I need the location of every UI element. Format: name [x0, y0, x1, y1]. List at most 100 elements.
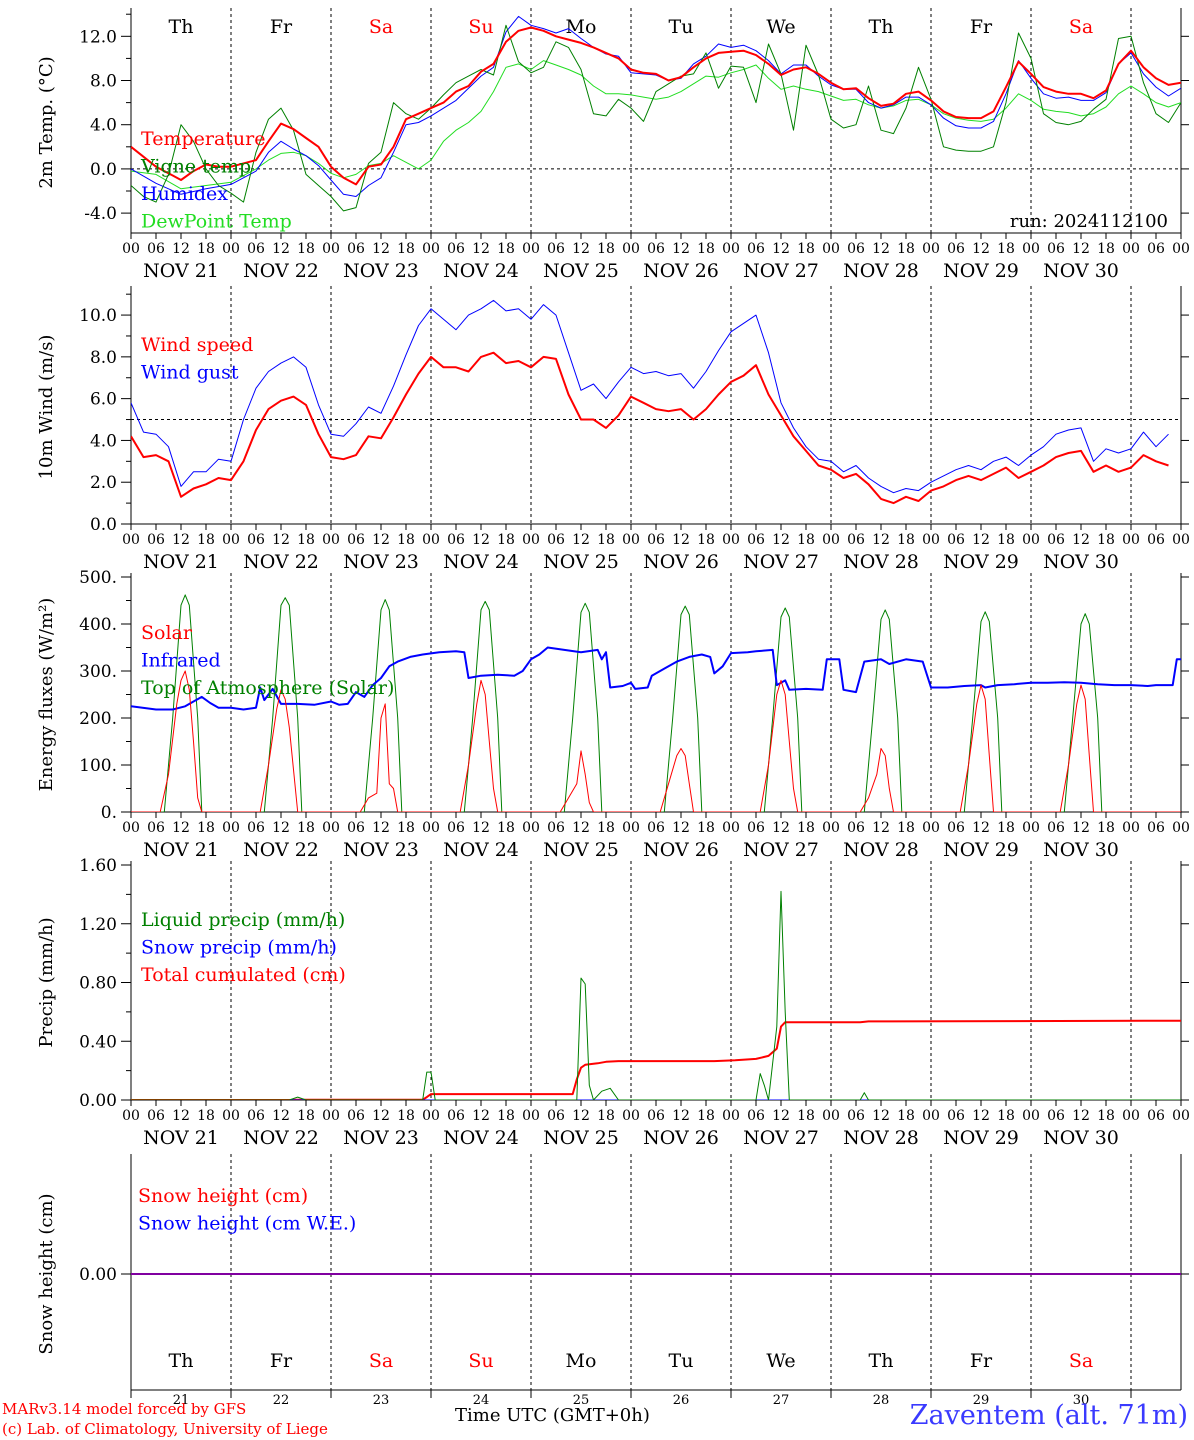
day-number-label: 28 — [873, 1393, 890, 1408]
x-hour-label: 00 — [322, 1108, 340, 1124]
x-hour-label: 00 — [822, 532, 840, 548]
series-group — [131, 299, 1169, 505]
y-tick-label: 2.0 — [90, 473, 117, 493]
x-hour-label: 00 — [1022, 1108, 1040, 1124]
x-hour-label: 00 — [1022, 820, 1040, 836]
x-hour-label: 18 — [597, 532, 615, 548]
x-hour-label: 00 — [1022, 532, 1040, 548]
legend-label: Infrared — [141, 650, 221, 672]
x-hour-label: 00 — [822, 241, 840, 257]
x-hour-label: 06 — [747, 820, 765, 836]
x-hour-label: 12 — [572, 1108, 590, 1124]
x-hour-label: 06 — [447, 1108, 465, 1124]
x-hour-label: 18 — [1097, 1108, 1115, 1124]
date-label: NOV 26 — [643, 1127, 719, 1149]
x-hour-label: 18 — [697, 241, 715, 257]
x-hour-label: 18 — [497, 1108, 515, 1124]
date-label: NOV 22 — [243, 551, 319, 573]
weekday-label: Sa — [369, 1350, 393, 1372]
x-hour-label: 18 — [197, 241, 215, 257]
x-hour-label: 00 — [522, 532, 540, 548]
legend-label: Total cumulated (cm) — [141, 964, 346, 986]
x-hour-label: 06 — [347, 532, 365, 548]
date-label: NOV 22 — [243, 260, 319, 282]
weekday-label: Th — [869, 1350, 894, 1372]
series-group — [131, 890, 1181, 1100]
x-hour-label: 18 — [597, 1108, 615, 1124]
x-hour-label: 00 — [422, 532, 440, 548]
x-hour-label: 12 — [472, 820, 490, 836]
date-label: NOV 25 — [543, 839, 619, 861]
weekday-label: Sa — [1069, 16, 1093, 38]
legend-label: Wind gust — [141, 362, 239, 384]
x-hour-label: 06 — [747, 532, 765, 548]
x-hour-label: 12 — [872, 241, 890, 257]
x-hour-label: 18 — [997, 241, 1015, 257]
x-hour-label: 12 — [872, 820, 890, 836]
day-number-label: 22 — [273, 1393, 290, 1408]
y-tick-label: 10.0 — [79, 306, 117, 326]
date-label: NOV 22 — [243, 839, 319, 861]
panel-2: 0.0 2.0 4.0 6.0 8.0 10.0 10m Wind (m/s) 00 06 12 1… — [36, 286, 1190, 573]
x-hour-label: 12 — [1072, 1108, 1090, 1124]
x-axis-title: Time UTC (GMT+0h) — [455, 1405, 650, 1426]
date-label: NOV 24 — [443, 551, 519, 573]
panel-1: -4.0 0.0 4.0 8.0 12.0 2m Temp. (°C) 00 06 12 18 00… — [36, 8, 1190, 282]
x-hour-label: 00 — [722, 1108, 740, 1124]
date-label: NOV 30 — [1043, 551, 1119, 573]
x-hour-label: 18 — [997, 820, 1015, 836]
legend-label: Vigne temp — [140, 156, 251, 178]
x-hour-label: 18 — [497, 820, 515, 836]
series-line-1 — [131, 670, 1181, 812]
x-hour-label: 00 — [1172, 820, 1190, 836]
x-hour-label: 18 — [397, 532, 415, 548]
y-tick-label: 1.60 — [79, 856, 117, 876]
x-hour-label: 12 — [272, 820, 290, 836]
x-hour-label: 00 — [1172, 241, 1190, 257]
date-label: NOV 27 — [743, 839, 819, 861]
y-tick-label: 12.0 — [79, 27, 117, 47]
x-hour-label: 12 — [272, 241, 290, 257]
x-hour-label: 06 — [1147, 820, 1165, 836]
x-hour-label: 12 — [772, 820, 790, 836]
day-number-label: 23 — [373, 1393, 390, 1408]
weekday-label: Sa — [1069, 1350, 1093, 1372]
x-hour-label: 12 — [972, 1108, 990, 1124]
x-hour-label: 12 — [472, 532, 490, 548]
x-hour-label: 06 — [547, 532, 565, 548]
x-hour-label: 18 — [1097, 532, 1115, 548]
x-hour-label: 00 — [1172, 1108, 1190, 1124]
x-hour-label: 12 — [372, 532, 390, 548]
x-hour-label: 06 — [147, 241, 165, 257]
date-label: NOV 26 — [643, 551, 719, 573]
day-number-label: 24 — [473, 1393, 490, 1408]
y-axis-title: Energy fluxes (W/m²) — [36, 598, 57, 792]
x-hour-label: 06 — [1047, 1108, 1065, 1124]
date-label: NOV 23 — [343, 839, 419, 861]
x-hour-label: 06 — [547, 820, 565, 836]
date-label: NOV 23 — [343, 260, 419, 282]
x-hour-label: 06 — [1047, 820, 1065, 836]
x-hour-label: 18 — [697, 1108, 715, 1124]
x-hour-label: 12 — [872, 1108, 890, 1124]
x-hour-label: 18 — [697, 532, 715, 548]
x-hour-label: 00 — [1022, 241, 1040, 257]
series-line-1 — [131, 890, 1181, 1100]
x-hour-label: 18 — [197, 532, 215, 548]
y-tick-label: 0.40 — [79, 1032, 117, 1052]
x-hour-label: 18 — [897, 241, 915, 257]
x-hour-label: 00 — [1122, 532, 1140, 548]
day-number-label: 26 — [673, 1393, 690, 1408]
legend-label: Snow precip (mm/h) — [141, 937, 337, 959]
x-hour-label: 06 — [947, 820, 965, 836]
panel-5: 0.00 Snow height (cm) 21 22 23 24 25 26 27 28 29 30… — [36, 1154, 1189, 1408]
x-hour-label: 06 — [947, 532, 965, 548]
x-hour-label: 06 — [847, 820, 865, 836]
legend-label: Liquid precip (mm/h) — [141, 909, 345, 931]
series-group — [131, 594, 1181, 812]
date-label: NOV 30 — [1043, 1127, 1119, 1149]
x-hour-label: 12 — [572, 820, 590, 836]
x-hour-label: 00 — [322, 532, 340, 548]
date-label: NOV 28 — [843, 1127, 919, 1149]
